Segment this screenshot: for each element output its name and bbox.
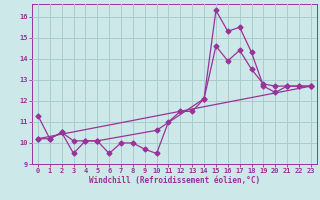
X-axis label: Windchill (Refroidissement éolien,°C): Windchill (Refroidissement éolien,°C) [89, 176, 260, 185]
